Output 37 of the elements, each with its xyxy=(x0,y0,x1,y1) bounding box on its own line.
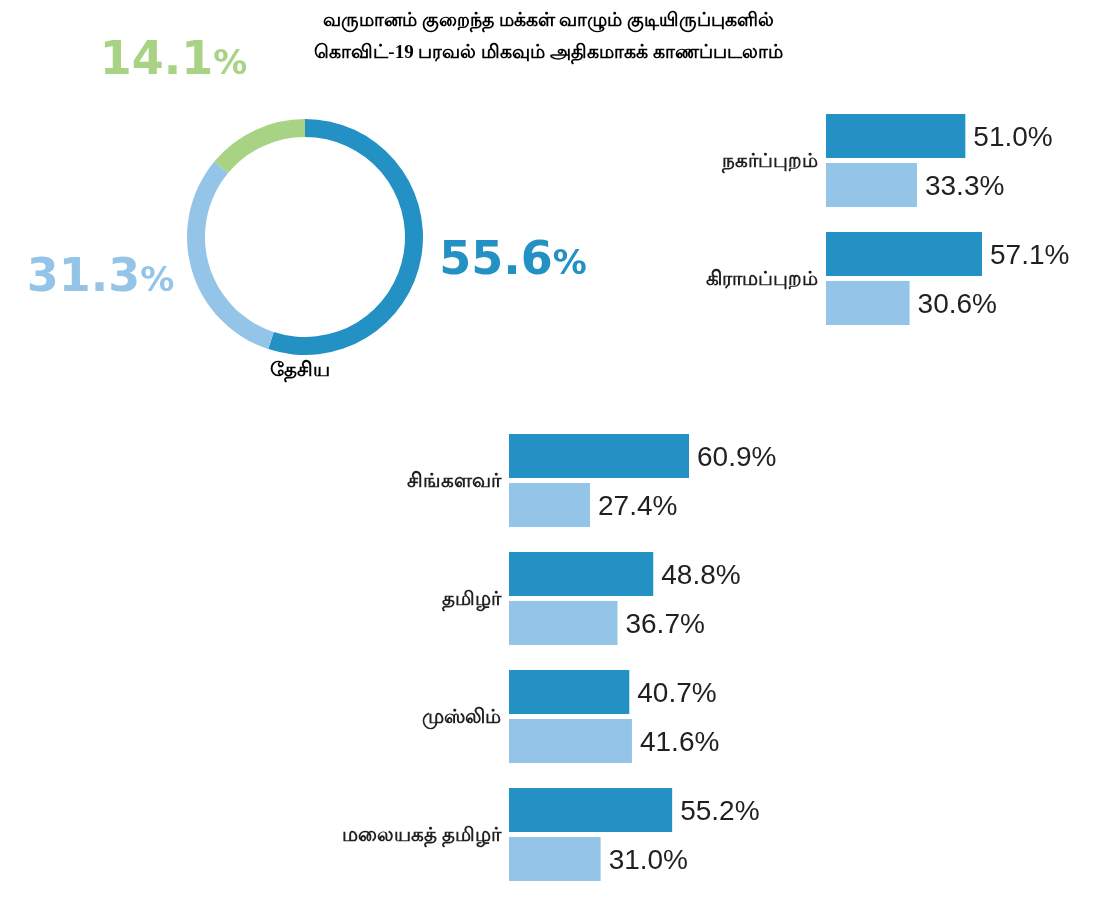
data-label: 55.2% xyxy=(680,795,760,826)
bar xyxy=(509,434,689,478)
donut-slice xyxy=(268,119,423,355)
y-tick-label: மலையகத் தமிழர் xyxy=(342,823,502,849)
y-tick-label: நகர்ப்புறம் xyxy=(721,149,818,175)
donut-slice xyxy=(214,119,305,174)
data-label: 27.4% xyxy=(597,490,678,521)
data-label: 30.6% xyxy=(917,288,998,319)
data-label: 33.3% xyxy=(924,170,1005,201)
y-tick-label: கிராமப்புறம் xyxy=(706,267,818,291)
bar xyxy=(826,281,910,325)
bar xyxy=(509,552,654,596)
data-label: 14.1% xyxy=(99,30,248,85)
data-label: 41.6% xyxy=(639,726,720,757)
bar xyxy=(826,114,966,158)
data-label: 55.6% xyxy=(439,231,587,286)
y-tick-label: முஸ்லிம் xyxy=(422,705,501,731)
data-label: 36.7% xyxy=(625,608,705,639)
bar xyxy=(509,670,630,714)
data-label: 31.3% xyxy=(26,247,175,302)
bar xyxy=(509,483,590,527)
bar xyxy=(826,232,982,276)
data-label: 51.0% xyxy=(973,121,1053,152)
bar xyxy=(826,163,917,207)
y-tick-label: சிங்களவர் xyxy=(407,469,502,492)
bar xyxy=(509,837,601,881)
y-tick-label: தமிழர் xyxy=(442,587,502,613)
data-label: 31.0% xyxy=(608,844,689,875)
bar xyxy=(509,788,673,832)
donut-slice xyxy=(187,161,274,350)
text: தேசிய xyxy=(269,358,331,383)
data-label: 48.8% xyxy=(661,559,741,590)
data-label: 40.7% xyxy=(637,677,717,708)
bar xyxy=(509,601,618,645)
data-label: 57.1% xyxy=(990,239,1070,270)
data-label: 60.9% xyxy=(697,441,777,472)
bar xyxy=(509,719,632,763)
